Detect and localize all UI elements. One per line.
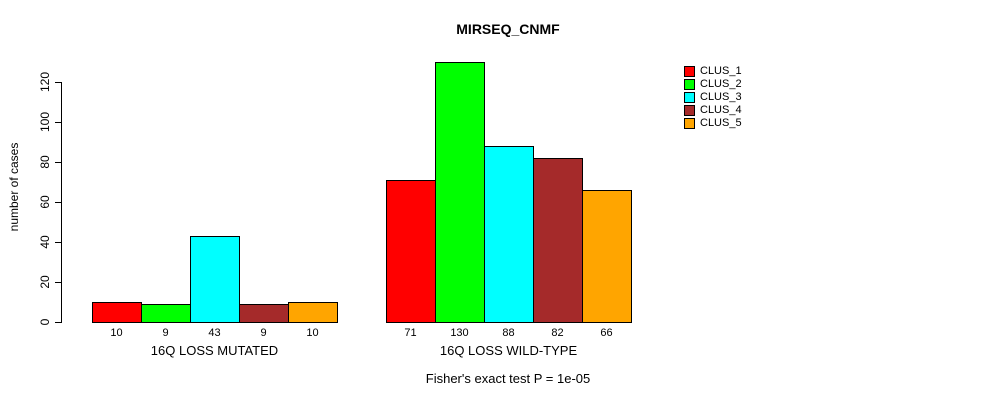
y-tick-label: 120 (38, 71, 52, 93)
bar-value-label: 82 (551, 327, 564, 339)
y-tick-mark (55, 162, 61, 163)
legend-swatch-clus_3 (684, 92, 695, 103)
annotation-text: Fisher's exact test P = 1e-05 (425, 371, 591, 386)
bar-clus_4 (239, 304, 289, 323)
bar-value-label: 43 (208, 327, 221, 339)
bar-clus_2 (435, 62, 485, 323)
bar-clus_3 (484, 146, 534, 323)
y-tick-label: 20 (38, 275, 52, 289)
bar-clus_4 (533, 158, 583, 323)
bar-value-label: 9 (260, 327, 267, 339)
bar-clus_5 (288, 302, 338, 323)
x-group-label: 16Q LOSS WILD-TYPE (439, 343, 578, 358)
y-tick-label: 100 (38, 111, 52, 133)
y-axis-label: number of cases (7, 142, 21, 232)
bar-value-label: 10 (110, 327, 123, 339)
bar-clus_1 (386, 180, 436, 323)
chart-title: MIRSEQ_CNMF (456, 21, 560, 37)
bar-value-label: 9 (162, 327, 169, 339)
legend-label-clus_5: CLUS_5 (700, 117, 742, 129)
y-axis-line (61, 82, 62, 323)
y-tick-label: 80 (38, 155, 52, 169)
legend-label-clus_3: CLUS_3 (700, 91, 742, 103)
legend-label-clus_4: CLUS_4 (700, 104, 742, 116)
bar-value-label: 130 (450, 327, 469, 339)
bar-value-label: 71 (404, 327, 417, 339)
bar-value-label: 88 (502, 327, 515, 339)
bar-value-label: 10 (306, 327, 319, 339)
bar-clus_1 (92, 302, 142, 323)
legend-label-clus_2: CLUS_2 (700, 78, 742, 90)
y-tick-mark (55, 242, 61, 243)
legend-swatch-clus_2 (684, 79, 695, 90)
y-tick-mark (55, 282, 61, 283)
legend-swatch-clus_1 (684, 66, 695, 77)
legend-swatch-clus_4 (684, 105, 695, 116)
bar-value-label: 66 (600, 327, 613, 339)
legend-label-clus_1: CLUS_1 (700, 65, 742, 77)
y-tick-label: 0 (38, 318, 52, 326)
y-tick-mark (55, 122, 61, 123)
legend-swatch-clus_5 (684, 118, 695, 129)
x-group-label: 16Q LOSS MUTATED (150, 343, 279, 358)
y-tick-mark (55, 82, 61, 83)
y-tick-label: 60 (38, 195, 52, 209)
bar-clus_3 (190, 236, 240, 323)
bar-clus_2 (141, 304, 191, 323)
bar-clus_5 (582, 190, 632, 323)
y-tick-label: 40 (38, 235, 52, 249)
y-tick-mark (55, 202, 61, 203)
y-tick-mark (55, 322, 61, 323)
